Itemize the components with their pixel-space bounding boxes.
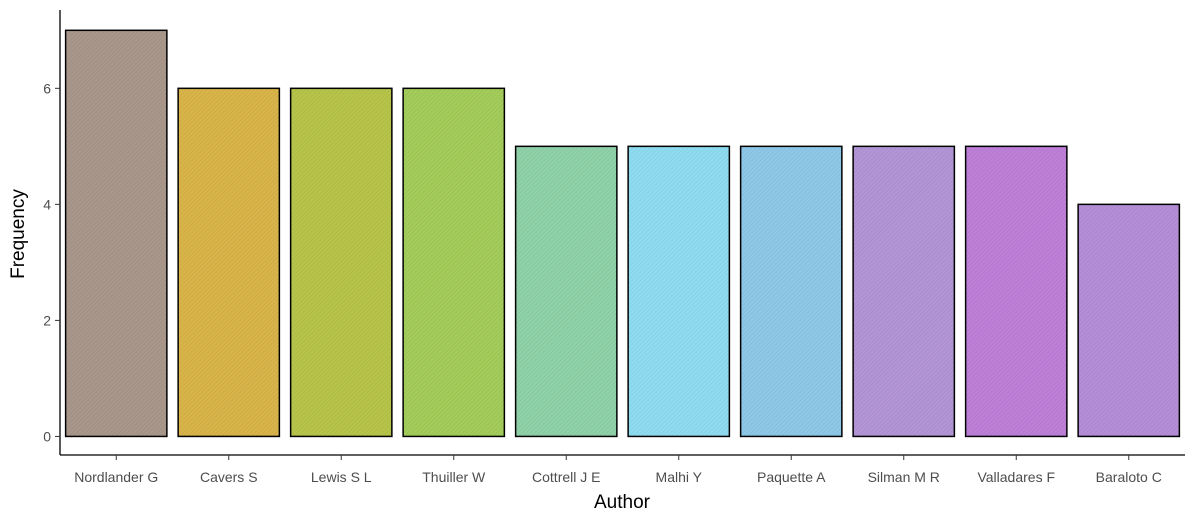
x-tick-label: Thuiller W [422, 469, 486, 485]
bar-texture [628, 146, 730, 437]
x-axis-title: Author [594, 492, 651, 513]
x-tick-label: Lewis S L [311, 469, 372, 485]
bar-texture [853, 146, 955, 437]
x-tick-label: Baraloto C [1096, 469, 1162, 485]
y-axis-title: Frequency [8, 189, 29, 279]
x-tick-label: Valladares F [977, 469, 1055, 485]
x-ticks: Nordlander G Cavers S Lewis S L Thuiller W C… [74, 455, 1162, 485]
bar-texture [178, 88, 280, 437]
bars-layer [64, 29, 1181, 438]
x-tick-label: Nordlander G [74, 469, 158, 485]
x-tick-label: Paquette A [757, 469, 826, 485]
bar-texture [290, 88, 392, 437]
bar-texture [515, 146, 617, 437]
y-ticks: 0 2 4 6 [43, 80, 60, 444]
bar-texture [403, 88, 505, 437]
bar-texture [965, 146, 1067, 437]
x-tick-label: Cottrell J E [532, 469, 600, 485]
y-tick-label: 4 [43, 196, 51, 212]
y-tick-label: 6 [43, 80, 51, 96]
y-tick-label: 2 [43, 312, 51, 328]
y-tick-label: 0 [43, 428, 51, 444]
x-tick-label: Malhi Y [656, 469, 703, 485]
x-tick-label: Silman M R [868, 469, 940, 485]
bar-texture [740, 146, 842, 437]
bar-texture [65, 30, 167, 437]
axes-layer [59, 10, 1185, 456]
bar-texture [1078, 204, 1180, 437]
x-tick-label: Cavers S [200, 469, 258, 485]
